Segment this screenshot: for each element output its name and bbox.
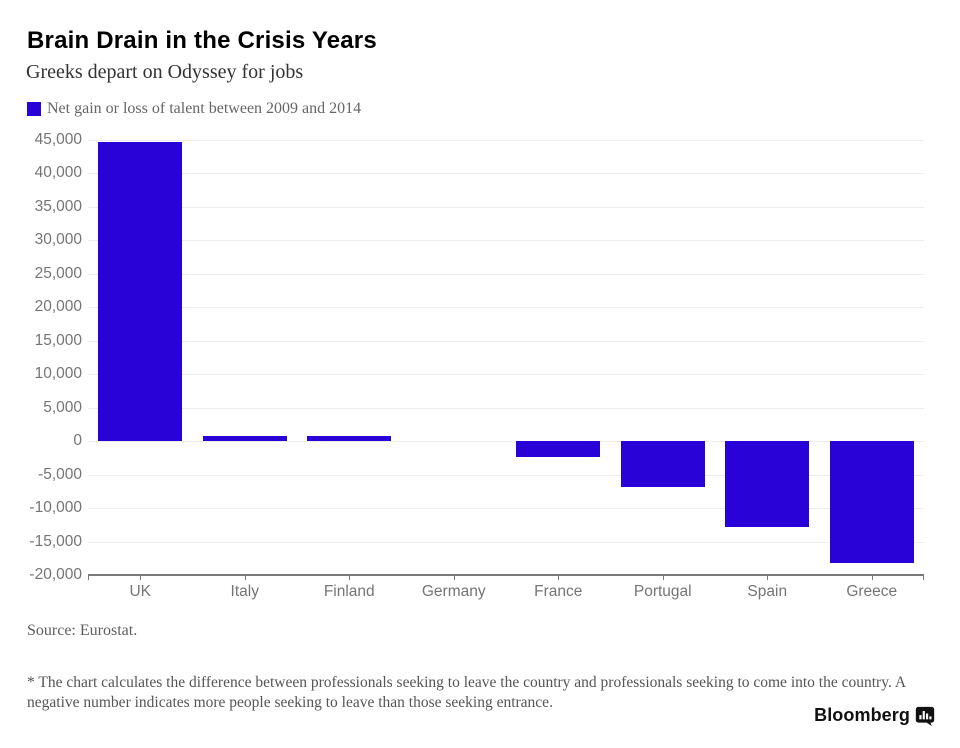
axis-tick-uk bbox=[140, 575, 142, 580]
x-axis-line bbox=[88, 574, 924, 576]
x-axis-label-spain: Spain bbox=[747, 583, 788, 600]
legend-label: Net gain or loss of talent between 2009 … bbox=[47, 100, 362, 117]
bloomberg-wordmark: Bloomberg bbox=[814, 705, 910, 725]
axis-tick-italy bbox=[244, 575, 246, 580]
x-axis-label-germany: Germany bbox=[421, 583, 486, 600]
bar-finland bbox=[307, 436, 392, 442]
y-axis-label-45000: 45,000 bbox=[34, 131, 82, 148]
axis-edge-tick bbox=[923, 575, 924, 580]
x-axis-label-france: France bbox=[534, 583, 583, 600]
gridline-15000 bbox=[88, 340, 924, 342]
gridline-45000 bbox=[88, 140, 924, 141]
y-axis-label--15000: -15,000 bbox=[29, 532, 82, 550]
y-axis-label-5000: 5,000 bbox=[43, 398, 82, 416]
y-axis-label--10000: -10,000 bbox=[29, 499, 82, 517]
y-axis-label-35000: 35,000 bbox=[34, 197, 82, 215]
y-axis-label-25000: 25,000 bbox=[34, 264, 82, 282]
x-axis-label-greece: Greece bbox=[846, 583, 898, 600]
bar-chart-plot-area: 45,000 40,000 35,000 30,000 25,000 20,000 15,0… bbox=[29, 132, 924, 600]
y-axis-label-40000: 40,000 bbox=[34, 164, 82, 182]
x-axis-label-italy: Italy bbox=[230, 583, 259, 600]
legend-swatch-icon bbox=[27, 102, 41, 116]
y-axis-label--20000: -20,000 bbox=[29, 566, 82, 583]
gridline-20000 bbox=[88, 307, 924, 309]
axis-tick-finland bbox=[349, 575, 351, 580]
y-axis-label-15000: 15,000 bbox=[34, 331, 82, 349]
page-title: Brain Drain in the Crisis Years bbox=[27, 27, 377, 54]
source-note: Source: Eurostat. bbox=[27, 622, 138, 639]
bar-greece bbox=[829, 441, 914, 563]
bloomberg-chart-bubble-icon bbox=[915, 706, 935, 726]
axis-tick-france bbox=[558, 575, 560, 580]
gridline-0 bbox=[88, 441, 924, 443]
chart-legend: Net gain or loss of talent between 2009 … bbox=[27, 100, 361, 118]
axis-tick-portugal bbox=[662, 575, 664, 580]
axis-tick-greece bbox=[871, 575, 873, 580]
axis-tick-germany bbox=[453, 575, 455, 580]
gridline--15000 bbox=[88, 541, 924, 543]
gridline-25000 bbox=[88, 273, 924, 275]
gridline-5000 bbox=[88, 407, 924, 409]
gridline--10000 bbox=[88, 508, 924, 510]
bar-spain bbox=[725, 441, 810, 527]
gridline-30000 bbox=[88, 240, 924, 242]
x-axis-label-uk: UK bbox=[129, 583, 152, 600]
footnote: * The chart calculates the difference be… bbox=[27, 674, 906, 711]
bar-france bbox=[516, 441, 601, 457]
bar-italy bbox=[202, 436, 287, 442]
axis-edge-tick bbox=[88, 575, 89, 580]
axis-tick-spain bbox=[767, 575, 769, 580]
y-axis-label--5000: -5,000 bbox=[38, 465, 82, 483]
gridline-10000 bbox=[88, 374, 924, 376]
y-axis-label-30000: 30,000 bbox=[34, 231, 82, 249]
chart-subtitle: Greeks depart on Odyssey for jobs bbox=[26, 61, 304, 83]
y-axis-label-0: 0 bbox=[73, 432, 82, 450]
gridline--5000 bbox=[88, 474, 924, 476]
gridline-40000 bbox=[88, 173, 924, 175]
y-axis-label-20000: 20,000 bbox=[34, 298, 82, 316]
bar-portugal bbox=[620, 441, 705, 487]
bloomberg-logo: Bloomberg bbox=[814, 705, 935, 726]
gridline-35000 bbox=[88, 206, 924, 208]
y-axis-label-10000: 10,000 bbox=[34, 365, 82, 383]
x-axis-label-portugal: Portugal bbox=[633, 583, 692, 600]
x-axis-label-finland: Finland bbox=[323, 583, 375, 600]
bar-uk bbox=[98, 142, 183, 442]
